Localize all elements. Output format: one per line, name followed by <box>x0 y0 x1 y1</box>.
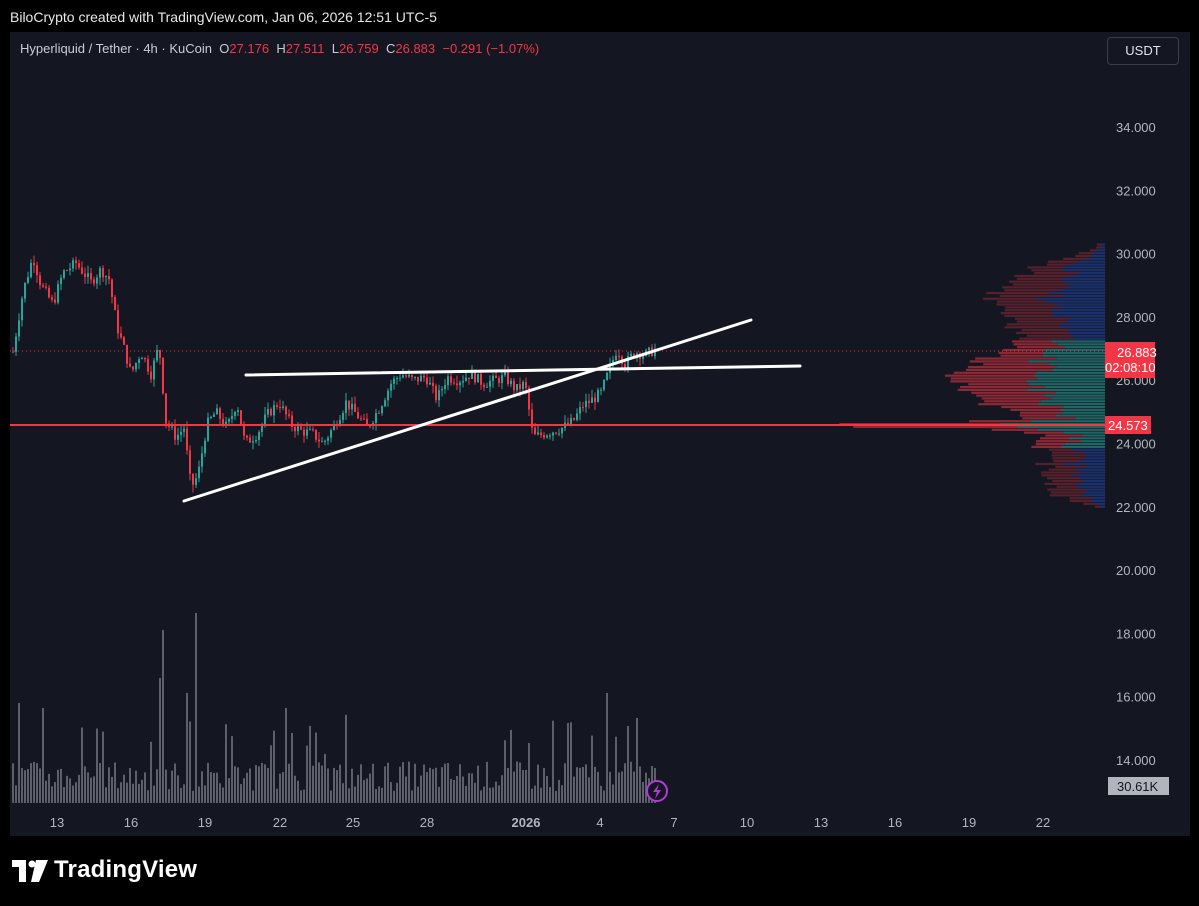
tradingview-logo-text: TradingView <box>54 856 198 883</box>
high-value: 27.511 <box>285 41 325 56</box>
low-value: 26.759 <box>338 41 379 56</box>
symbol-legend: Hyperliquid / Tether · 4h · KuCoin O27.1… <box>20 41 540 56</box>
open-value: 27.176 <box>229 41 270 56</box>
attribution-text: BiloCrypto created with TradingView.com,… <box>10 9 437 25</box>
tradingview-logo-icon <box>12 860 48 882</box>
top-bar: BiloCrypto created with TradingView.com,… <box>0 0 1199 32</box>
symbol-name[interactable]: Hyperliquid / Tether · 4h · KuCoin <box>20 41 212 56</box>
currency-button[interactable]: USDT <box>1107 37 1179 65</box>
chart-panel[interactable]: Hyperliquid / Tether · 4h · KuCoin O27.1… <box>10 32 1190 836</box>
change-value: −0.291 (−1.07%) <box>442 41 540 56</box>
close-value: 26.883 <box>395 41 436 56</box>
footer <box>0 836 1199 906</box>
